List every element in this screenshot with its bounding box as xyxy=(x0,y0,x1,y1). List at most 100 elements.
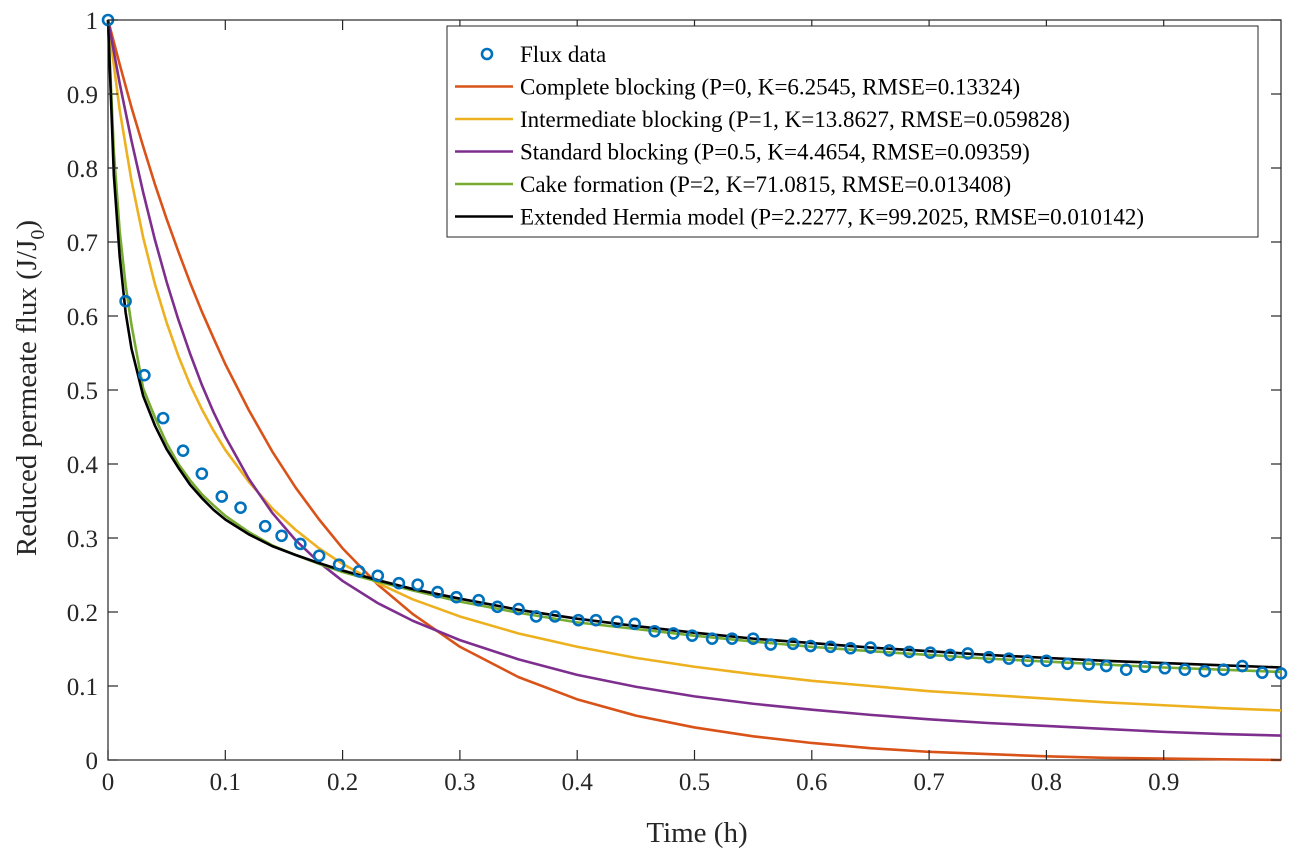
y-tick-label: 0.3 xyxy=(67,526,98,553)
flux-data-point xyxy=(589,613,603,627)
flux-data-point xyxy=(138,368,151,382)
flux-data-point xyxy=(392,576,406,590)
flux-data-point xyxy=(1138,660,1152,674)
y-tick-label: 0.6 xyxy=(67,304,98,331)
flux-data-point xyxy=(1217,663,1230,677)
x-axis-title: Time (h) xyxy=(646,817,747,849)
flux-data-point xyxy=(1255,666,1269,679)
flux-data-point xyxy=(1274,667,1288,680)
flux-data-point xyxy=(1235,659,1249,673)
y-axis-tick-labels: 0 0.1 0.2 0.3 0.4 0.5 0.6 0.7 0.8 0.9 1 xyxy=(67,8,99,775)
flux-data-point xyxy=(667,627,680,640)
flux-data-point xyxy=(312,549,326,563)
y-tick-label: 0.1 xyxy=(67,674,98,701)
flux-data-point xyxy=(764,638,778,651)
flux-data-point xyxy=(258,519,272,533)
flux-data-point xyxy=(610,615,624,628)
legend-marker-flux-data xyxy=(480,47,494,61)
flux-data-point xyxy=(804,639,817,653)
x-tick-label: 0.7 xyxy=(913,769,944,796)
x-tick-label: 0.1 xyxy=(210,769,241,796)
x-tick-label: 0.3 xyxy=(444,769,475,796)
flux-data-point xyxy=(705,632,719,645)
legend-label-4: Cake formation (P=2, K=71.0815, RMSE=0.0… xyxy=(520,172,1011,197)
flux-data-point xyxy=(982,650,996,664)
y-tick-label: 1 xyxy=(86,8,99,35)
x-tick-label: 0.8 xyxy=(1031,769,1062,796)
y-tick-label: 0.4 xyxy=(67,452,99,479)
flux-data-point xyxy=(1178,663,1192,677)
y-axis-title-main: Reduced permeate flux (J/J xyxy=(11,240,43,556)
flux-data-point xyxy=(529,610,543,623)
flux-data-point xyxy=(371,569,385,583)
legend-label-5: Extended Hermia model (P=2.2277, K=99.20… xyxy=(520,205,1144,230)
x-tick-label: 0.5 xyxy=(679,769,710,796)
series-line-3 xyxy=(106,19,1282,737)
flux-data-point xyxy=(628,617,641,631)
flux-data-point xyxy=(1040,654,1053,668)
flux-data-point xyxy=(512,602,525,616)
x-axis-tick-labels: 0 0.1 0.2 0.3 0.4 0.5 0.6 0.7 0.8 0.9 xyxy=(102,769,1180,796)
y-axis-title-subscript: 0 xyxy=(27,230,49,240)
flux-data-point xyxy=(961,647,975,660)
flux-data-point xyxy=(234,501,247,514)
y-tick-label: 0.9 xyxy=(67,82,98,109)
x-tick-label: 0.9 xyxy=(1148,769,1179,796)
flux-data-point xyxy=(943,648,957,662)
flux-data-point xyxy=(548,610,562,623)
flux-data-point xyxy=(352,564,366,578)
flux-data-point xyxy=(746,632,760,645)
series-line-5 xyxy=(106,19,1282,669)
flux-data-point xyxy=(882,644,896,657)
flux-data-point xyxy=(824,640,837,654)
x-tick-label: 0.2 xyxy=(327,769,358,796)
flux-data-point xyxy=(1002,652,1016,665)
flux-data-point xyxy=(119,294,132,308)
flux-data-point xyxy=(1119,663,1133,677)
y-tick-label: 0.2 xyxy=(67,600,98,627)
legend: Flux data Complete blocking (P=0, K=6.254… xyxy=(446,25,1259,238)
flux-data-point xyxy=(864,641,877,654)
flux-data-point xyxy=(1021,654,1034,668)
series-line-1 xyxy=(106,19,1282,762)
flux-data-point xyxy=(450,590,463,604)
flux-data-point xyxy=(472,593,485,607)
flux-data-point xyxy=(725,632,739,645)
y-tick-label: 0.5 xyxy=(67,378,98,405)
flux-data-point xyxy=(275,529,288,543)
flux-data-point xyxy=(786,637,800,651)
legend-label-flux-data: Flux data xyxy=(520,42,606,67)
flux-data-point xyxy=(156,411,170,425)
flux-data-point xyxy=(215,490,229,503)
flux-data-point xyxy=(1158,661,1172,675)
y-tick-label: 0.8 xyxy=(67,156,98,183)
legend-label-2: Intermediate blocking (P=1, K=13.8627, R… xyxy=(520,107,1070,132)
flux-data-point xyxy=(572,613,585,627)
flux-data-point xyxy=(648,624,661,638)
y-axis-title: Reduced permeate flux (J/J0) xyxy=(11,220,49,556)
y-tick-label: 0 xyxy=(86,748,99,775)
axis-ticks xyxy=(107,19,1281,761)
series-line-4 xyxy=(106,19,1282,674)
legend-label-1: Complete blocking (P=0, K=6.2545, RMSE=0… xyxy=(520,75,1020,100)
y-tick-label: 0.7 xyxy=(67,230,98,257)
flux-data-point xyxy=(195,467,209,480)
flux-data-point xyxy=(1198,664,1212,678)
flux-data-point xyxy=(923,646,937,660)
flux-data-point xyxy=(1061,657,1074,671)
flux-data-point xyxy=(1099,659,1113,673)
legend-label-3: Standard blocking (P=0.5, K=4.4654, RMSE… xyxy=(520,140,1030,165)
flux-data-point xyxy=(411,578,424,591)
x-tick-label: 0 xyxy=(102,769,115,796)
flux-data-point xyxy=(294,537,307,551)
flux-data-point xyxy=(176,444,190,457)
flux-data-point xyxy=(431,585,444,599)
series-line-2 xyxy=(106,19,1282,712)
flux-data-point xyxy=(1082,658,1095,671)
y-axis-title-close: ) xyxy=(11,220,43,230)
flux-data-point xyxy=(685,629,699,642)
legend-box xyxy=(446,25,1259,238)
flux-data-point xyxy=(844,641,857,655)
